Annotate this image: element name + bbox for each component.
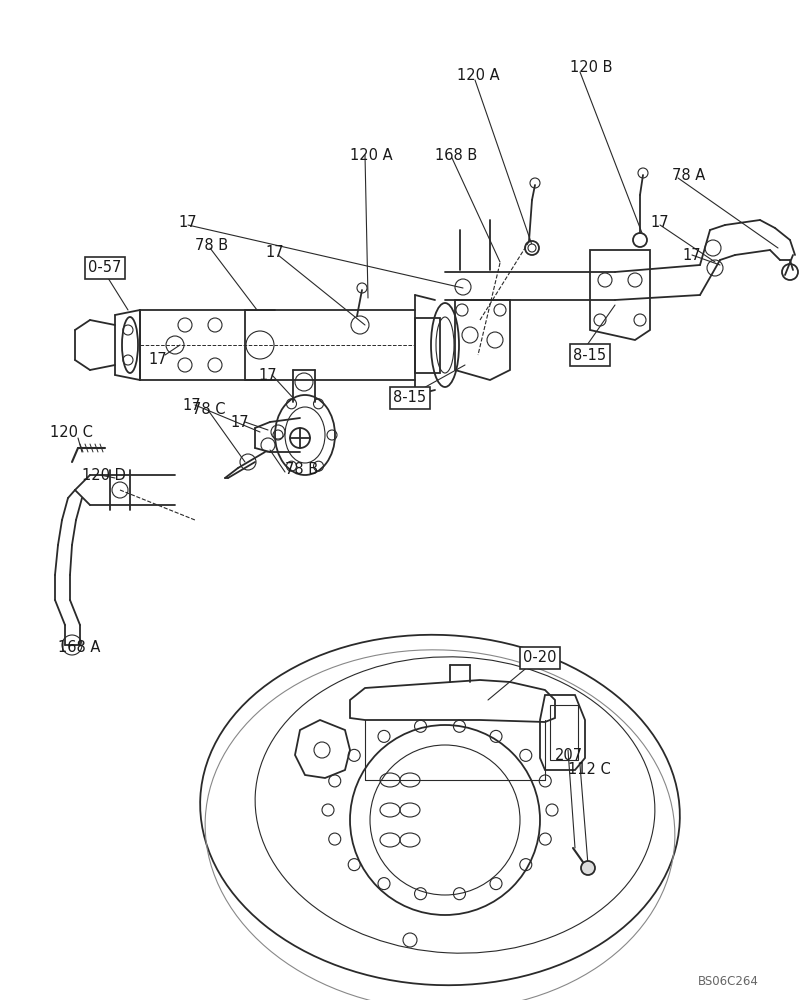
Text: 17: 17: [266, 245, 284, 260]
Text: 78 B: 78 B: [285, 462, 318, 477]
Text: 78 C: 78 C: [192, 402, 225, 417]
Circle shape: [528, 244, 536, 252]
Text: 17: 17: [259, 368, 277, 383]
Text: 120 A: 120 A: [457, 68, 499, 83]
Text: 17: 17: [183, 398, 201, 413]
Text: 17: 17: [683, 248, 701, 263]
Circle shape: [581, 861, 595, 875]
Text: 112 C: 112 C: [568, 762, 611, 777]
Text: 120 A: 120 A: [350, 148, 393, 163]
Text: 0-20: 0-20: [524, 650, 557, 666]
Text: 207: 207: [555, 748, 583, 763]
Text: 120 C: 120 C: [50, 425, 93, 440]
Text: 17: 17: [179, 215, 197, 230]
Text: 8-15: 8-15: [574, 348, 607, 362]
Text: 8-15: 8-15: [393, 390, 427, 406]
Text: 17: 17: [231, 415, 250, 430]
Text: 0-57: 0-57: [88, 260, 122, 275]
Text: BS06C264: BS06C264: [698, 975, 759, 988]
Text: 168 A: 168 A: [58, 640, 100, 655]
Text: 78 A: 78 A: [672, 168, 705, 183]
Text: 17: 17: [149, 352, 167, 367]
Bar: [415, 318, 440, 373]
Text: 78 B: 78 B: [195, 238, 228, 253]
Text: 120 B: 120 B: [570, 60, 612, 75]
Text: 17: 17: [650, 215, 669, 230]
Bar: [550, 705, 578, 760]
Text: 120 D: 120 D: [82, 468, 126, 483]
Text: 168 B: 168 B: [435, 148, 478, 163]
